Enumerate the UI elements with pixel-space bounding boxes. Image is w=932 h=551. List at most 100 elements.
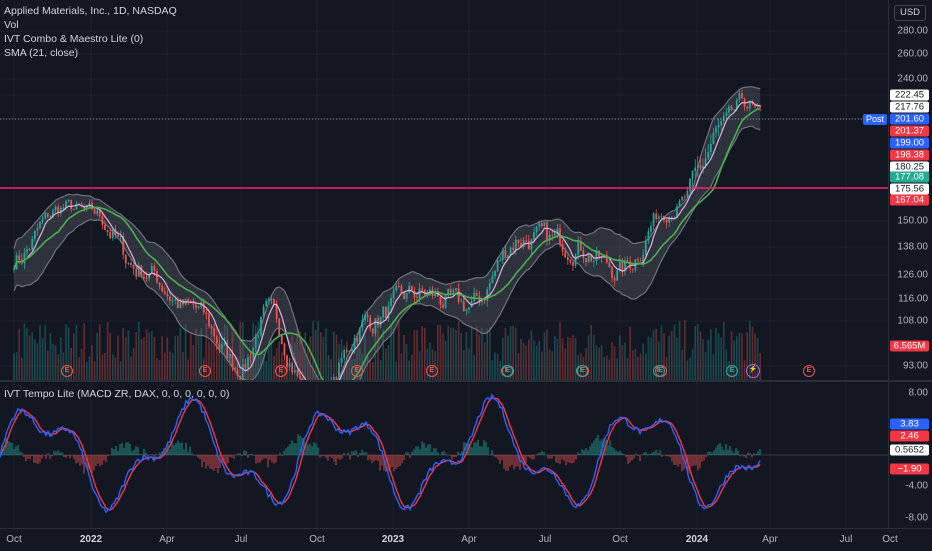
volume-bar bbox=[120, 361, 122, 380]
macd-histogram-bar bbox=[377, 455, 378, 461]
macd-histogram-bar bbox=[597, 435, 598, 455]
macd-histogram-bar bbox=[207, 455, 208, 466]
macd-histogram-bar bbox=[199, 455, 200, 459]
volume-bar bbox=[492, 360, 494, 380]
macd-histogram-bar bbox=[579, 453, 580, 455]
earnings-badge[interactable]: E bbox=[501, 365, 513, 377]
volume-bar bbox=[323, 337, 325, 380]
volume-bar bbox=[125, 337, 127, 380]
macd-histogram-bar bbox=[25, 455, 26, 461]
earnings-badge[interactable]: E bbox=[199, 365, 211, 377]
volume-bar bbox=[572, 335, 574, 380]
macd-histogram-bar bbox=[107, 455, 108, 456]
earnings-badge[interactable]: E bbox=[803, 365, 815, 377]
volume-bar bbox=[83, 323, 85, 380]
candle-body bbox=[260, 317, 262, 335]
candle-body bbox=[494, 271, 496, 276]
price-chart[interactable] bbox=[0, 0, 888, 380]
time-axis-label: Apr bbox=[159, 534, 175, 545]
volume-bar bbox=[414, 330, 416, 380]
candle-body bbox=[338, 363, 340, 380]
candle-body bbox=[536, 226, 538, 232]
oscillator-pane[interactable]: IVT Tempo Lite (MACD ZR, DAX, 0, 0, 0, 0… bbox=[0, 382, 888, 528]
dividend-lightning-icon[interactable]: ⚡ bbox=[746, 364, 760, 378]
volume-bar bbox=[596, 346, 598, 380]
candle-body bbox=[746, 107, 748, 109]
volume-bar bbox=[44, 325, 46, 380]
volume-bar bbox=[640, 353, 642, 380]
macd-histogram-bar bbox=[457, 452, 458, 455]
macd-histogram-bar bbox=[697, 455, 698, 470]
candle-body bbox=[94, 209, 96, 214]
volume-bar bbox=[453, 328, 455, 380]
macd-histogram-bar bbox=[745, 455, 746, 458]
candle-body bbox=[291, 363, 293, 372]
macd-histogram-bar bbox=[655, 450, 656, 455]
macd-histogram-bar bbox=[117, 451, 118, 455]
oscillator-value-tag: 2.46 bbox=[890, 431, 929, 442]
macd-histogram-bar bbox=[505, 455, 506, 471]
macd-histogram-bar bbox=[49, 455, 50, 459]
earnings-badge[interactable]: E bbox=[426, 365, 438, 377]
macd-histogram-bar bbox=[363, 453, 364, 455]
candle-body bbox=[473, 293, 475, 301]
macd-histogram-bar bbox=[425, 447, 426, 455]
currency-button[interactable]: USD bbox=[894, 5, 926, 21]
symbol-title[interactable]: Applied Materials, Inc., 1D, NASDAQ bbox=[4, 4, 177, 18]
oscillator-chart[interactable] bbox=[0, 382, 888, 528]
earnings-badge[interactable]: E bbox=[61, 365, 73, 377]
indicator-legend-sma[interactable]: SMA (21, close) bbox=[4, 46, 78, 60]
earnings-badge[interactable]: E bbox=[653, 365, 665, 377]
candle-body bbox=[684, 197, 686, 198]
candle-body bbox=[26, 249, 28, 253]
macd-histogram-bar bbox=[9, 442, 10, 455]
volume-bar bbox=[55, 345, 57, 380]
macd-histogram-bar bbox=[731, 451, 732, 455]
volume-bar bbox=[16, 352, 18, 380]
volume-legend[interactable]: Vol bbox=[4, 18, 19, 32]
macd-histogram-bar bbox=[715, 448, 716, 455]
macd-histogram-bar bbox=[547, 455, 548, 459]
volume-bar bbox=[195, 329, 197, 380]
macd-histogram-bar bbox=[155, 454, 156, 455]
oscillator-legend[interactable]: IVT Tempo Lite (MACD ZR, DAX, 0, 0, 0, 0… bbox=[4, 387, 229, 401]
volume-bar bbox=[463, 350, 465, 380]
candle-body bbox=[356, 338, 358, 341]
earnings-badge[interactable]: E bbox=[351, 365, 363, 377]
volume-bar bbox=[520, 338, 522, 380]
earnings-badge[interactable]: E bbox=[576, 365, 588, 377]
macd-histogram-bar bbox=[369, 455, 370, 459]
macd-histogram-bar bbox=[235, 454, 236, 455]
price-chart-pane[interactable]: Applied Materials, Inc., 1D, NASDAQ Vol … bbox=[0, 0, 888, 380]
candle-body bbox=[73, 209, 75, 210]
macd-histogram-bar bbox=[725, 444, 726, 455]
macd-histogram-bar bbox=[93, 455, 94, 470]
volume-bar bbox=[24, 324, 26, 380]
macd-histogram-bar bbox=[737, 451, 738, 455]
volume-bar bbox=[143, 337, 145, 380]
volume-bar bbox=[185, 324, 187, 380]
candle-body bbox=[726, 113, 728, 116]
macd-histogram-bar bbox=[357, 455, 358, 457]
volume-bar bbox=[141, 339, 143, 380]
indicator-legend-ivt-combo[interactable]: IVT Combo & Maestro Lite (0) bbox=[4, 32, 143, 46]
volume-bar bbox=[606, 355, 608, 380]
earnings-badge[interactable]: E bbox=[726, 365, 738, 377]
candle-body bbox=[268, 299, 270, 301]
price-tag: 199.00 bbox=[890, 138, 929, 149]
volume-bar bbox=[484, 342, 486, 380]
price-tag: 201.37 bbox=[890, 126, 929, 137]
candle-body bbox=[658, 217, 660, 219]
price-tick-label: 138.00 bbox=[897, 242, 928, 253]
macd-histogram-bar bbox=[327, 455, 328, 461]
volume-bar bbox=[91, 345, 93, 380]
candle-body bbox=[455, 288, 457, 290]
volume-bar bbox=[86, 362, 88, 380]
volume-bar bbox=[528, 339, 530, 380]
volume-bar bbox=[476, 326, 478, 380]
volume-bar bbox=[42, 338, 44, 380]
earnings-badge[interactable]: E bbox=[275, 365, 287, 377]
volume-bar bbox=[702, 339, 704, 380]
